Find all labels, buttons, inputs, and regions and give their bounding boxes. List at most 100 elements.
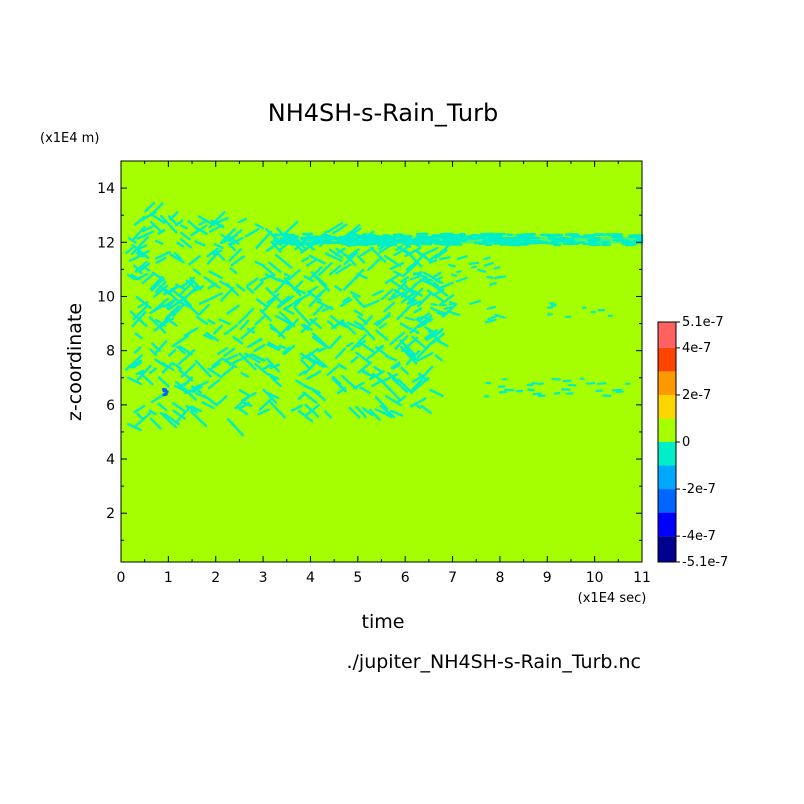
patch-mark (180, 363, 197, 378)
patch-mark (350, 291, 361, 298)
patch-mark (438, 294, 455, 307)
x-tick-label: 7 (448, 570, 457, 586)
patch-mark (379, 404, 395, 418)
patch-mark (262, 388, 278, 404)
patch-mark (277, 295, 291, 308)
patch-mark (396, 302, 415, 321)
patch-mark (436, 280, 444, 284)
patch-mark (384, 254, 402, 268)
patch-mark (392, 363, 401, 370)
patch-mark (283, 272, 292, 279)
patch-mark (192, 385, 203, 394)
patch-mark (397, 378, 414, 395)
patch-mark (306, 370, 322, 381)
patch-mark (171, 302, 186, 318)
patch-mark (141, 272, 155, 285)
patch-mark (430, 332, 445, 345)
patch-mark (426, 289, 444, 302)
patch-mark (415, 318, 427, 326)
patch-mark (306, 290, 322, 302)
patch-mark (216, 347, 229, 356)
patch-mark (357, 315, 369, 325)
patch-mark (267, 261, 282, 273)
patch-mark (335, 263, 352, 275)
x-tick-label: 6 (401, 570, 410, 586)
patch-mark (434, 338, 449, 348)
patch-mark (265, 357, 281, 373)
x-tick-label: 0 (117, 570, 126, 586)
patch-mark (317, 346, 327, 353)
patch-mark (254, 314, 266, 326)
patch-mark (303, 360, 318, 375)
patch-mark (229, 267, 238, 275)
patch-mark (409, 397, 427, 408)
colorbar: 5.1e-7 4e-7 2e-7 0 -2e-7 -4e-7 -5.1e-7 (657, 315, 728, 570)
patch-mark (487, 315, 498, 321)
patch-mark (311, 335, 326, 347)
patch-mark (197, 215, 216, 227)
patch-mark (192, 268, 201, 276)
patch-mark (127, 376, 143, 386)
patch-mark (153, 284, 169, 298)
x-unit: (x1E4 sec) (578, 591, 647, 606)
patch-mark (484, 318, 497, 324)
patch-mark (278, 344, 287, 350)
patch-mark (183, 327, 199, 337)
patch-mark (441, 303, 448, 307)
patch-mark (429, 253, 439, 261)
patch-mark (127, 423, 142, 432)
colorbar-swatch (658, 536, 676, 562)
y-tick-label: 6 (106, 398, 115, 414)
patch-mark (455, 276, 468, 283)
x-axis: 0 1 2 3 4 5 6 7 8 9 10 11 (117, 161, 651, 586)
patch-mark (135, 295, 152, 310)
patch-mark (409, 275, 421, 281)
patch-mark (171, 362, 183, 370)
patch-mark (448, 263, 456, 268)
data-patches (125, 201, 644, 437)
patch-mark (190, 224, 208, 237)
x-tick-label: 10 (586, 570, 604, 586)
patch-mark (224, 353, 239, 362)
patch-mark (301, 256, 310, 263)
patch-mark (196, 315, 209, 326)
turbulent-patches (125, 201, 457, 437)
patch-mark (230, 255, 245, 267)
patch-mark (188, 255, 201, 266)
patch-mark (400, 366, 409, 375)
x-tick-label: 4 (306, 570, 315, 586)
patch-mark (374, 395, 389, 410)
patch-mark (350, 333, 367, 352)
colorbar-swatch (658, 394, 676, 419)
patch-mark (335, 347, 347, 359)
y-tick-label: 12 (97, 235, 115, 251)
patch-mark (129, 310, 148, 328)
plot-background (121, 161, 642, 562)
patch-mark (185, 404, 199, 414)
patch-mark (468, 261, 480, 266)
patch-mark (179, 238, 193, 249)
patch-mark (389, 279, 407, 292)
patch-mark (332, 223, 348, 235)
patch-mark (213, 324, 224, 335)
patch-mark (449, 300, 458, 306)
patch-mark (361, 407, 374, 417)
patch-mark (355, 405, 367, 419)
colorbar-swatch (658, 512, 676, 537)
patch-mark (133, 346, 142, 354)
patch-mark (178, 345, 193, 356)
patch-mark (258, 396, 274, 411)
patch-mark (194, 240, 206, 247)
patch-mark (391, 377, 409, 393)
patch-mark (261, 263, 276, 277)
source-file: ./jupiter_NH4SH-s-Rain_Turb.nc (346, 651, 641, 673)
patch-mark (218, 318, 231, 326)
colorbar-swatch (658, 322, 676, 348)
patch-mark (157, 402, 168, 411)
patch-mark (168, 348, 177, 357)
patch-mark (149, 275, 164, 290)
sparse-dashes (546, 302, 613, 318)
patch-mark (407, 254, 424, 272)
patch-mark (266, 392, 280, 400)
patch-mark (274, 253, 293, 269)
